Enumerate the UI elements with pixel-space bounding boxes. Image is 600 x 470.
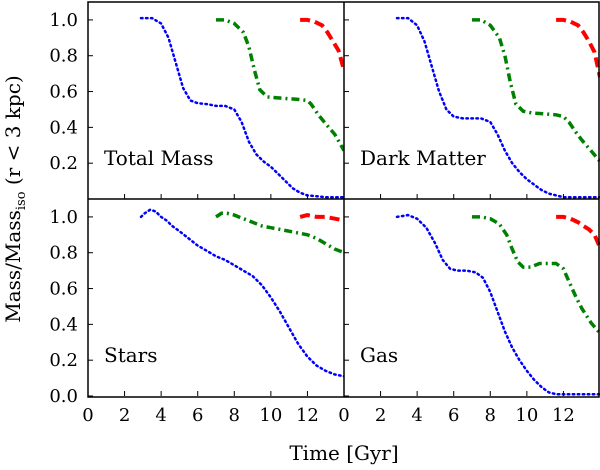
series-line-gas-2 — [472, 215, 600, 335]
y-tick-label: 1.0 — [49, 10, 78, 31]
y-axis-label-suffix: (r < 3 kpc) — [1, 75, 25, 191]
y-tick-label: 0.8 — [49, 243, 78, 264]
panel-dark-matter — [395, 16, 600, 199]
x-tick-label: 2 — [375, 405, 386, 426]
series-line-total-mass-2 — [216, 18, 344, 152]
panel-total-mass — [139, 16, 344, 199]
x-tick-label: 4 — [411, 405, 422, 426]
x-tick-label: 6 — [192, 405, 203, 426]
panel-label-total-mass: Total Mass — [104, 146, 213, 170]
x-tick-label: 12 — [552, 405, 575, 426]
panel-stars — [139, 208, 344, 378]
x-tick-label: 4 — [155, 405, 166, 426]
x-tick-label: 8 — [229, 405, 240, 426]
x-axis-label: Time [Gyr] — [289, 441, 398, 465]
x-tick-label: 8 — [485, 405, 496, 426]
series-line-total-mass-3 — [300, 17, 344, 71]
y-tick-label: 0.2 — [49, 350, 78, 371]
series-line-dark-matter-2 — [472, 18, 600, 163]
panel-frames — [87, 1, 600, 398]
ticks-group — [87, 19, 564, 397]
panel-label-gas: Gas — [360, 343, 398, 367]
series-line-stars-2 — [215, 211, 344, 255]
series-line-gas-1 — [395, 213, 600, 396]
panel-label-dark-matter: Dark Matter — [360, 146, 486, 170]
series-line-dark-matter-3 — [556, 17, 600, 78]
y-tick-label: 0.8 — [49, 46, 78, 67]
series-line-dark-matter-1 — [395, 16, 600, 199]
series-line-total-mass-1 — [139, 16, 344, 199]
y-tick-label: 0.6 — [49, 279, 78, 300]
y-axis-label: Mass/Massiso (r < 3 kpc) — [1, 75, 29, 322]
y-tick-label: 0.0 — [49, 386, 78, 407]
panel-label-stars: Stars — [104, 343, 158, 367]
y-tick-label: 1.0 — [49, 207, 78, 228]
panels-group — [139, 16, 600, 396]
x-tick-label: 10 — [259, 405, 282, 426]
y-tick-label: 0.4 — [49, 117, 78, 138]
x-tick-label: 12 — [296, 405, 319, 426]
y-axis-label-subscript: iso — [14, 191, 29, 210]
series-line-stars-1 — [139, 208, 344, 378]
y-tick-label: 0.2 — [49, 153, 78, 174]
x-tick-label: 0 — [82, 405, 93, 426]
x-tick-label: 6 — [448, 405, 459, 426]
panel-gas — [395, 213, 600, 396]
y-tick-label: 0.6 — [49, 82, 78, 103]
labels-group: Total Mass Dark Matter Stars Gas 0 2 4 6 8 10 12 0 2… — [49, 10, 575, 426]
x-tick-label: 10 — [515, 405, 538, 426]
x-tick-label: 2 — [119, 405, 130, 426]
series-line-gas-3 — [556, 214, 600, 249]
x-tick-label: 0 — [338, 405, 349, 426]
y-tick-label: 0.4 — [49, 314, 78, 335]
series-line-stars-3 — [299, 213, 344, 223]
y-axis-label-base: Mass/Mass — [1, 210, 25, 323]
